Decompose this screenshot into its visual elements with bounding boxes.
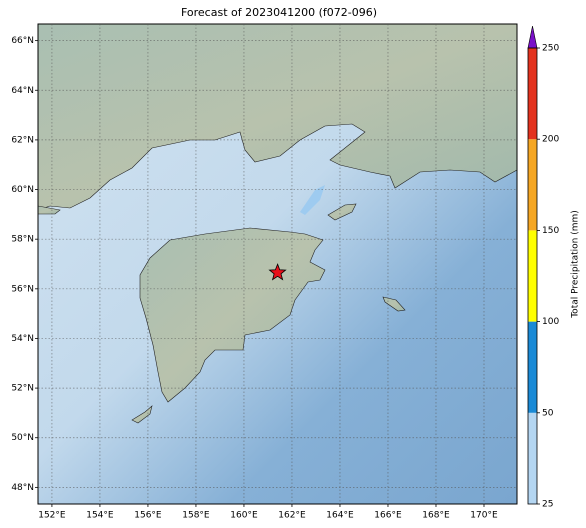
colorbar-frame [527, 47, 538, 505]
islet [38, 205, 61, 215]
lat-tick-label: 58°N [11, 235, 34, 245]
colorbar-tick-label: 50 [542, 408, 554, 418]
lat-tick-label: 56°N [11, 284, 34, 294]
lon-tick-label: 152°E [38, 511, 66, 521]
kuril-island [131, 405, 153, 424]
lon-tick-label: 160°E [230, 511, 258, 521]
lat-tick-label: 60°N [11, 185, 34, 195]
lon-tick-label: 162°E [278, 511, 306, 521]
lon-tick-label: 154°E [86, 511, 114, 521]
lon-tick-label: 158°E [182, 511, 210, 521]
map-area [38, 24, 517, 504]
commander-island [382, 296, 406, 312]
lon-tick-label: 156°E [134, 511, 162, 521]
lat-tick-label: 66°N [11, 36, 34, 46]
location-marker [268, 263, 287, 281]
colorbar-tick-label: 25 [542, 500, 553, 510]
title: Forecast of 2023041200 (f072-096) [181, 6, 377, 19]
colorbar-tick-label: 100 [542, 317, 559, 327]
bay-lake [300, 185, 325, 215]
lat-tick-label: 54°N [11, 334, 34, 344]
colorbar-tick-label: 200 [542, 135, 559, 145]
colorbar-label: Total Precipitation (mm) [571, 210, 581, 319]
colorbar-tick-label: 250 [542, 44, 559, 54]
colorbar-extend [527, 25, 538, 49]
lat-tick-label: 50°N [11, 433, 34, 443]
colorbar-tick-label: 150 [542, 226, 559, 236]
colorbar-segment [528, 321, 537, 413]
colorbar-segment [528, 412, 537, 504]
lon-tick-label: 166°E [374, 511, 402, 521]
colorbar-segment [528, 48, 537, 140]
lat-tick-label: 64°N [11, 86, 34, 96]
lat-tick-label: 52°N [11, 384, 34, 394]
map-frame [37, 23, 518, 505]
lon-tick-label: 168°E [422, 511, 450, 521]
lon-tick-label: 164°E [326, 511, 354, 521]
lat-tick-label: 48°N [11, 483, 34, 493]
colorbar-segment [528, 139, 537, 231]
lon-tick-label: 170°E [470, 511, 498, 521]
karaginsky-island [327, 203, 357, 221]
lat-tick-label: 62°N [11, 135, 34, 145]
colorbar-segment [528, 230, 537, 322]
mainland [38, 24, 517, 211]
